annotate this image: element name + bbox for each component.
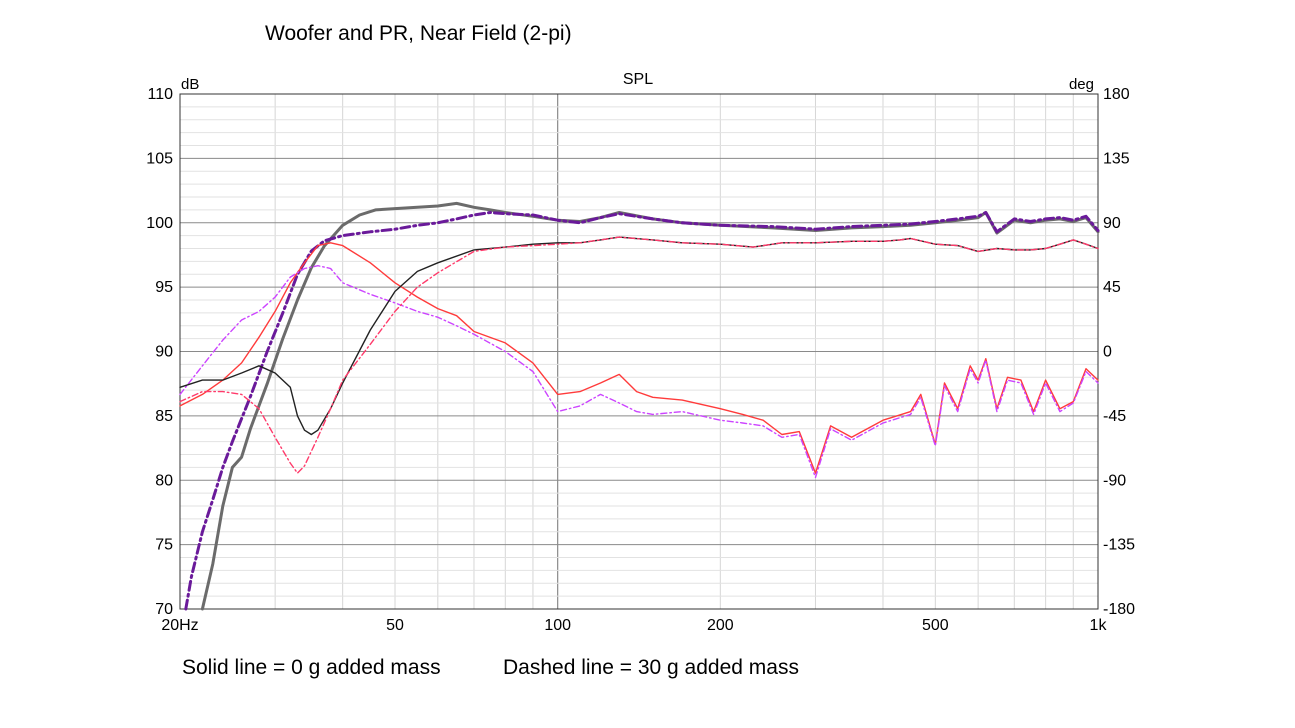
y-tick-label: 70 [155,601,173,618]
caption-dashed-line: Dashed line = 30 g added mass [503,656,799,679]
y-tick-label: 110 [147,86,173,103]
tick-labels: 20Hz 50 100 200 500 1k 110 105 100 95 90 85 80 75 70 18… [146,86,1135,634]
x-tick-label: 50 [386,617,404,634]
y-tick-label: 100 [146,215,173,232]
y2-tick-label: -135 [1103,537,1135,554]
figure-title: Woofer and PR, Near Field (2-pi) [265,22,572,45]
series [179,201,1100,611]
plot-frame [179,93,1099,610]
y2-tick-label: 0 [1103,344,1112,361]
x-tick-label: 100 [544,617,571,634]
y-tick-label: 80 [155,472,173,489]
y2-tick-label: -90 [1103,472,1126,489]
y2-tick-label: 45 [1103,279,1121,296]
y2-tick-label: 90 [1103,215,1121,232]
grid [180,94,1098,609]
chart-title: SPL [623,71,653,88]
y-axis-label: dB [181,76,199,93]
y-tick-label: 75 [155,537,173,554]
y-tick-label: 85 [155,408,173,425]
series-line [179,236,1099,474]
y2-tick-label: 180 [1103,86,1130,103]
x-tick-label: 20Hz [161,617,198,634]
y2-tick-label: -45 [1103,408,1126,425]
y-tick-label: 90 [155,344,173,361]
series-line [184,211,1100,611]
series-line [179,265,1099,479]
caption-solid-line: Solid line = 0 g added mass [182,656,441,679]
y2-axis-label: deg [1069,76,1094,93]
y2-tick-label: 135 [1103,150,1130,167]
y-tick-label: 95 [155,279,173,296]
y2-tick-label: -180 [1103,601,1135,618]
y-tick-label: 105 [146,150,173,167]
x-tick-label: 200 [707,617,734,634]
series-line [200,201,1100,611]
x-tick-label: 500 [922,617,949,634]
x-tick-label: 1k [1090,617,1108,634]
